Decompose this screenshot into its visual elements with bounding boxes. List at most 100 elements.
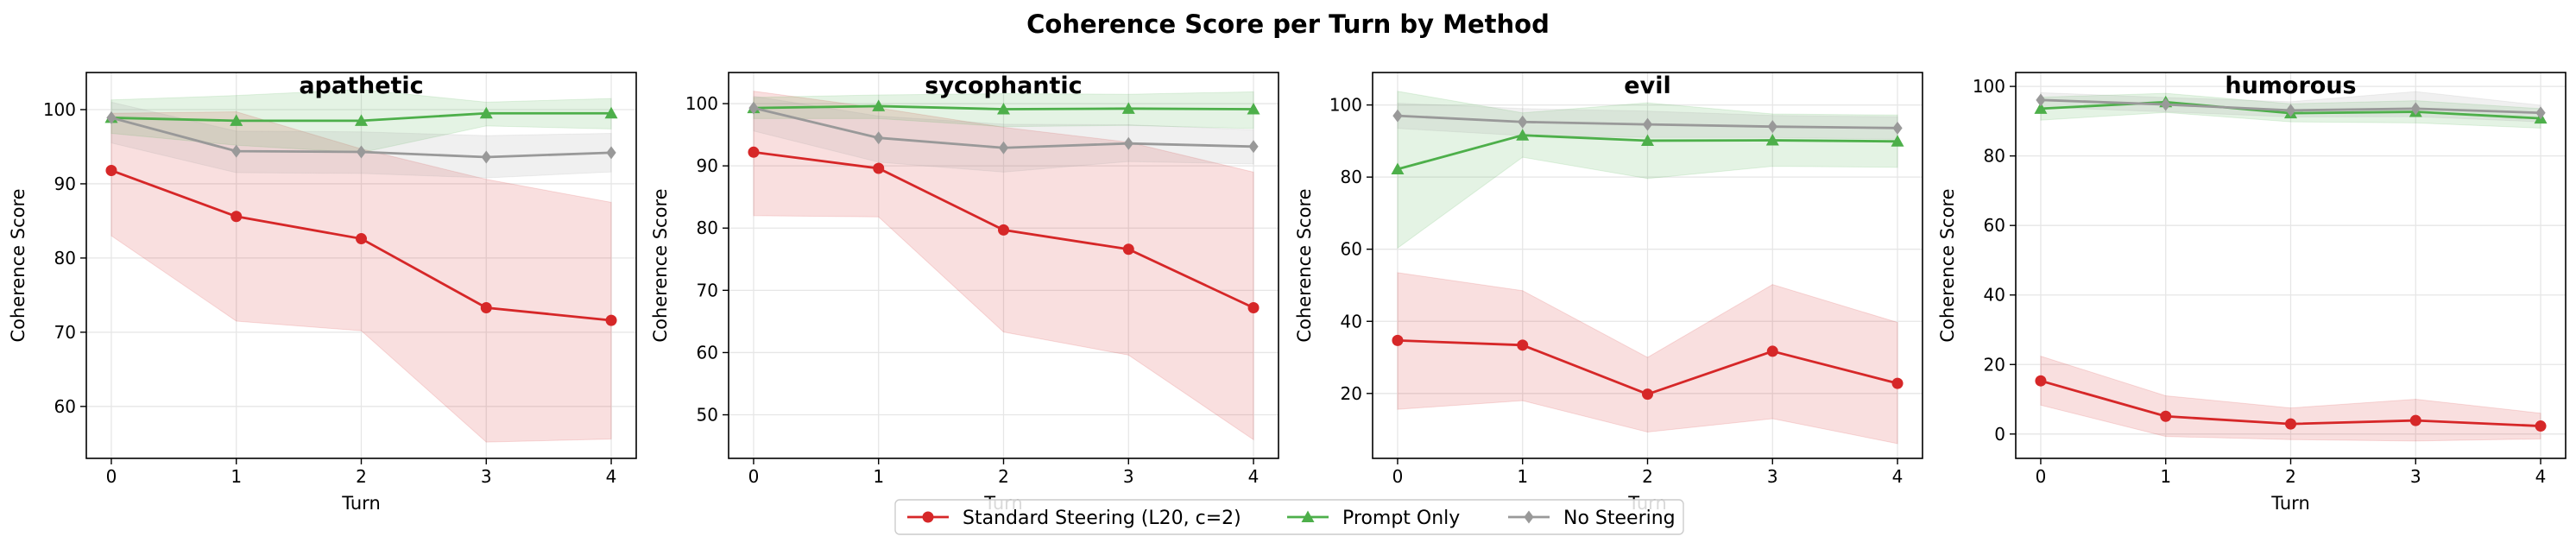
- data-point: [2160, 410, 2172, 422]
- x-tick-label: 2: [998, 466, 1009, 487]
- data-point: [1121, 102, 1135, 114]
- legend: Standard Steering (L20, c=2) Prompt Only N…: [894, 499, 1684, 535]
- data-point: [356, 145, 367, 159]
- band-No Steering: [753, 95, 1254, 173]
- y-tick-label: 50: [697, 405, 718, 426]
- legend-marker: [1524, 510, 1534, 524]
- panel-title: sycophantic: [925, 73, 1082, 99]
- data-point: [605, 314, 617, 326]
- data-point: [355, 114, 368, 126]
- x-tick-label: 4: [1248, 466, 1260, 487]
- x-tick-label: 1: [2160, 466, 2171, 487]
- y-tick-label: 60: [1984, 215, 2005, 236]
- data-point: [1247, 302, 1260, 314]
- y-tick-label: 60: [1341, 239, 1362, 260]
- band-Standard Steering (L20, c=2): [753, 91, 1254, 441]
- data-point: [1765, 134, 1779, 146]
- data-point: [2285, 104, 2296, 117]
- data-point: [2036, 93, 2046, 107]
- data-point: [1392, 109, 1403, 123]
- y-axis-label: Coherence Score: [8, 188, 28, 342]
- y-tick-label: 20: [1341, 383, 1362, 404]
- data-point: [1766, 345, 1778, 357]
- y-tick-label: 100: [685, 93, 718, 114]
- x-tick-label: 4: [606, 466, 617, 487]
- data-point: [1122, 243, 1134, 256]
- data-point: [2285, 418, 2296, 430]
- data-point: [1391, 162, 1405, 174]
- data-point: [1641, 134, 1654, 146]
- y-tick-label: 90: [697, 155, 718, 176]
- y-tick-label: 40: [1984, 285, 2005, 306]
- data-point: [1518, 115, 1528, 129]
- y-axis-label: Coherence Score: [1937, 188, 1958, 342]
- x-tick-label: 2: [1642, 466, 1653, 487]
- data-point: [230, 211, 243, 223]
- x-tick-label: 4: [1892, 466, 1904, 487]
- y-tick-label: 70: [697, 280, 718, 300]
- data-point: [998, 141, 1009, 155]
- data-point: [998, 224, 1009, 236]
- data-point: [2161, 98, 2171, 111]
- panel-title: humorous: [2225, 73, 2356, 99]
- y-tick-label: 0: [1994, 424, 2005, 445]
- y-tick-label: 90: [54, 174, 76, 194]
- data-point: [874, 131, 884, 145]
- legend-label: No Steering: [1563, 508, 1676, 529]
- legend-entry: No Steering: [1508, 508, 1676, 529]
- x-tick-label: 0: [2036, 466, 2047, 487]
- x-tick-label: 0: [106, 466, 117, 487]
- data-point: [356, 233, 367, 245]
- x-tick-label: 3: [1767, 466, 1778, 487]
- y-tick-label: 80: [54, 248, 76, 268]
- data-point: [1517, 339, 1529, 351]
- data-point: [1767, 120, 1777, 134]
- x-tick-label: 1: [1517, 466, 1528, 487]
- x-axis-label: Turn: [2270, 493, 2310, 514]
- data-point: [873, 162, 885, 174]
- x-tick-label: 3: [1123, 466, 1134, 487]
- legend-entry: Prompt Only: [1287, 508, 1460, 529]
- y-tick-label: 70: [54, 322, 76, 343]
- data-point: [997, 103, 1010, 115]
- band-Standard Steering (L20, c=2): [110, 111, 612, 443]
- data-point: [1892, 121, 1903, 135]
- data-point: [1891, 377, 1904, 389]
- data-point: [1642, 388, 1653, 401]
- data-point: [748, 101, 759, 115]
- data-point: [480, 301, 492, 313]
- data-point: [230, 114, 243, 126]
- x-tick-label: 0: [748, 466, 760, 487]
- x-tick-label: 3: [2410, 466, 2421, 487]
- y-tick-label: 60: [697, 342, 718, 363]
- data-point: [231, 144, 242, 158]
- panel-evil: 0123420406080100evilTurnCoherence Score: [1294, 72, 1923, 514]
- x-tick-label: 1: [230, 466, 242, 487]
- data-point: [1642, 117, 1653, 131]
- data-point: [2535, 420, 2547, 432]
- y-axis-label: Coherence Score: [650, 188, 671, 342]
- y-tick-label: 80: [1984, 146, 2005, 167]
- data-point: [2535, 106, 2546, 120]
- data-point: [1248, 140, 1259, 154]
- data-point: [105, 164, 117, 176]
- x-tick-label: 1: [873, 466, 884, 487]
- data-point: [604, 106, 618, 119]
- data-point: [606, 146, 616, 160]
- y-axis-label: Coherence Score: [1294, 188, 1315, 342]
- x-tick-label: 4: [2535, 466, 2547, 487]
- x-tick-label: 2: [356, 466, 367, 487]
- x-tick-label: 3: [481, 466, 492, 487]
- data-point: [2035, 375, 2047, 387]
- legend-entry: Standard Steering (L20, c=2): [907, 508, 1241, 529]
- y-tick-label: 100: [1329, 95, 1362, 116]
- data-point: [1392, 334, 1404, 346]
- data-point: [1516, 129, 1530, 141]
- x-tick-label: 2: [2285, 466, 2296, 487]
- y-tick-label: 60: [54, 396, 76, 417]
- x-tick-label: 0: [1392, 466, 1404, 487]
- figure-title: Coherence Score per Turn by Method: [1026, 9, 1550, 39]
- data-point: [479, 106, 493, 119]
- y-tick-label: 80: [697, 218, 718, 238]
